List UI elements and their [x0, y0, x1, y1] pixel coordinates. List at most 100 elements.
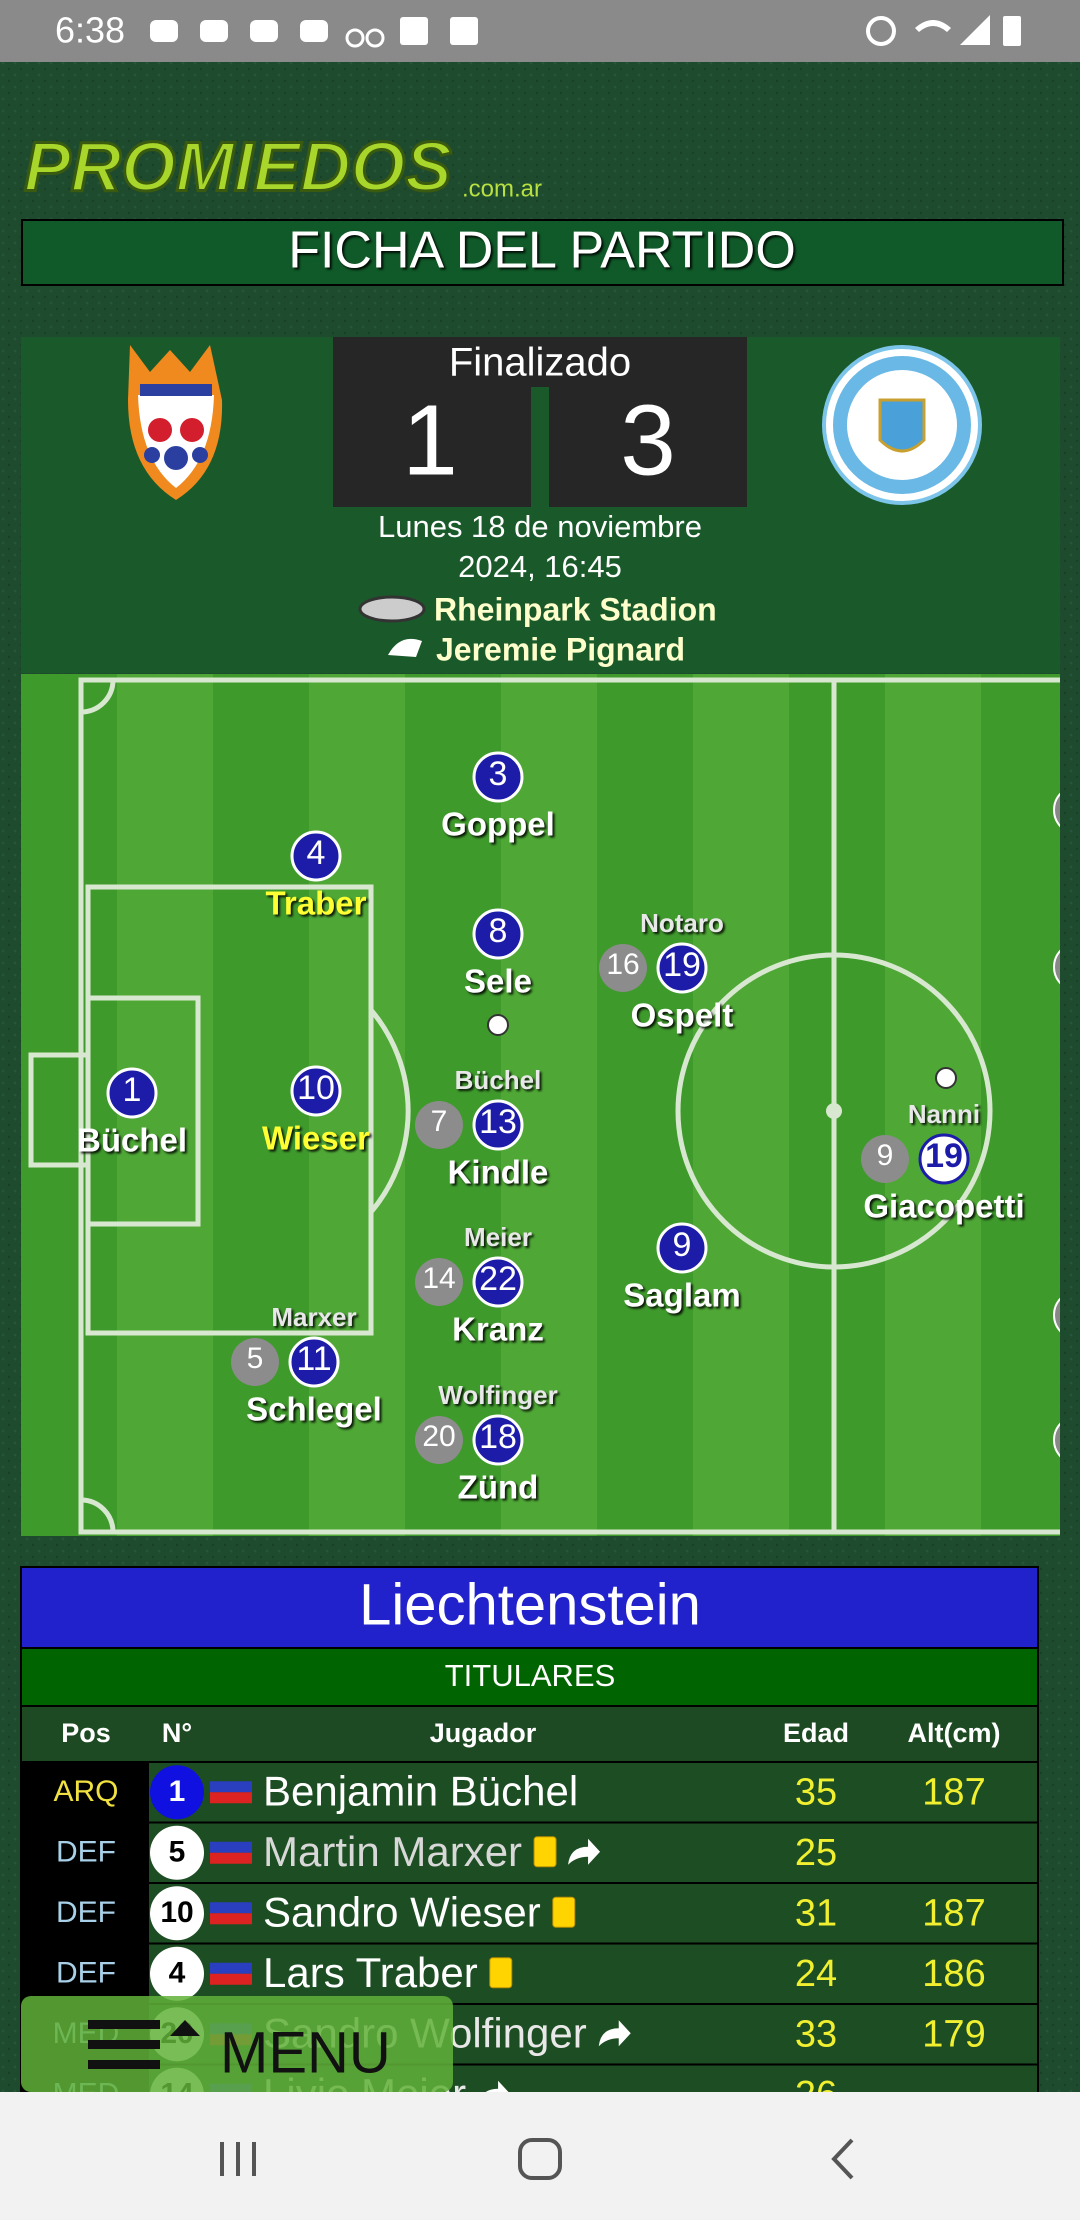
team-name: Liechtenstein — [359, 1572, 701, 1637]
score-box-home — [333, 337, 531, 507]
sub-number: 7 — [431, 1105, 448, 1138]
menu-label[interactable]: MENU — [220, 2020, 391, 2085]
penalty-arc — [369, 1008, 411, 1214]
column-header: Alt(cm) — [908, 1718, 1001, 1748]
center-circle — [675, 952, 993, 1270]
sub-circle — [415, 1258, 463, 1306]
number-badge — [150, 1825, 204, 1880]
height: 187 — [922, 1892, 985, 1934]
nav-home[interactable] — [518, 2138, 562, 2180]
age: 31 — [795, 1892, 837, 1934]
column-header: N° — [162, 1718, 192, 1748]
position: ARQ — [53, 1775, 118, 1808]
menu-icon — [88, 2040, 160, 2049]
sub-name: Notaro — [640, 908, 724, 938]
sub-circle — [231, 1338, 279, 1386]
team-header-bg — [20, 1566, 1039, 1649]
sub-name: Nanni — [908, 1099, 980, 1129]
player-name: Saglam — [623, 1277, 740, 1314]
status-icons — [150, 15, 1021, 48]
sub-circle — [599, 944, 647, 992]
menu-icon — [88, 2060, 160, 2069]
player-number: 18 — [479, 1418, 517, 1456]
offscreen-player — [1053, 792, 1060, 828]
player-name: Sandro Wieser — [263, 1888, 541, 1935]
corner-arc — [80, 679, 116, 715]
goal-ball-icon — [487, 1014, 509, 1036]
position: DEF — [56, 1896, 116, 1929]
corner-arc — [80, 1497, 116, 1533]
column-header: Jugador — [430, 1718, 537, 1748]
player-name: Martin Marxer — [263, 1828, 522, 1875]
sub-number: 5 — [247, 1342, 264, 1375]
player-number: 13 — [479, 1103, 517, 1141]
center-spot — [826, 1103, 842, 1119]
goal-ball-icon — [935, 1067, 957, 1089]
flag-bottom — [210, 1973, 252, 1985]
pitch-stripe — [981, 674, 1060, 1536]
pitch-stripe — [885, 674, 981, 1536]
position: DEF — [56, 1836, 116, 1869]
home-crest — [128, 345, 223, 500]
number-badge — [150, 1765, 204, 1820]
player-name: Ospelt — [631, 997, 734, 1034]
away-score: 3 — [620, 384, 676, 496]
nav-back[interactable] — [831, 2138, 854, 2180]
sub-circle — [415, 1416, 463, 1464]
logo-suffix: .com.ar — [462, 175, 542, 202]
sub-number: 14 — [422, 1262, 455, 1295]
menu-button[interactable]: MENU — [21, 1996, 453, 2092]
height: 186 — [922, 1953, 985, 1995]
player-number: 11 — [296, 1340, 331, 1378]
column-header: Pos — [61, 1718, 111, 1748]
logo-text: PROMIEDOS — [24, 127, 452, 205]
age: 33 — [795, 2013, 837, 2055]
player-number: 22 — [479, 1260, 517, 1298]
offscreen-player — [1053, 949, 1060, 985]
player-name: Benjamin Büchel — [263, 1767, 578, 1814]
sub-circle — [415, 1101, 463, 1149]
player-number: 19 — [925, 1137, 963, 1175]
player-circle — [472, 1414, 524, 1466]
sub-number: 20 — [422, 1420, 455, 1453]
menu-caret — [170, 2020, 200, 2036]
whistle-icon — [388, 638, 422, 657]
height: 179 — [922, 2013, 985, 2055]
section-bg — [20, 1647, 1039, 1707]
player-number: 19 — [663, 946, 701, 984]
away-crest — [822, 345, 982, 505]
shirt-number: 1 — [169, 1775, 186, 1808]
referee: Jeremie Pignard — [436, 631, 685, 667]
player-number: 1 — [123, 1071, 142, 1109]
menu-icon — [88, 2020, 160, 2029]
player-circle — [106, 1067, 158, 1119]
flag-bottom — [210, 1913, 252, 1925]
nav-recent[interactable] — [220, 2142, 256, 2176]
sub-number: 16 — [606, 948, 639, 981]
yellow-card — [489, 1957, 513, 1989]
shirt-number: 5 — [169, 1836, 186, 1869]
player-name: Lars Traber — [263, 1949, 478, 1996]
player-name: Schlegel — [246, 1391, 382, 1428]
height: 187 — [922, 1771, 985, 1813]
pitch-stripe — [213, 674, 309, 1536]
sub-out-icon — [568, 1838, 601, 1865]
player-name: Sele — [464, 963, 532, 1000]
flag-bottom — [210, 1852, 252, 1864]
player-name: Zünd — [458, 1469, 539, 1506]
sub-name: Marxer — [271, 1302, 356, 1332]
match-date: Lunes 18 de noviembre — [378, 509, 702, 544]
score-box-away — [549, 337, 747, 507]
sub-circle — [861, 1135, 909, 1183]
yellow-card — [533, 1836, 557, 1868]
nav-bar — [0, 2092, 1080, 2220]
player-number: 8 — [489, 912, 508, 950]
pitch-stripe — [501, 674, 597, 1536]
flag-top — [210, 1841, 252, 1853]
position: DEF — [56, 1957, 116, 1990]
number-badge — [150, 1886, 204, 1941]
flag-bottom — [210, 1792, 252, 1804]
shirt-number: 10 — [160, 1896, 193, 1929]
stadium: Rheinpark Stadion — [434, 591, 717, 627]
pitch-stripe — [693, 674, 789, 1536]
